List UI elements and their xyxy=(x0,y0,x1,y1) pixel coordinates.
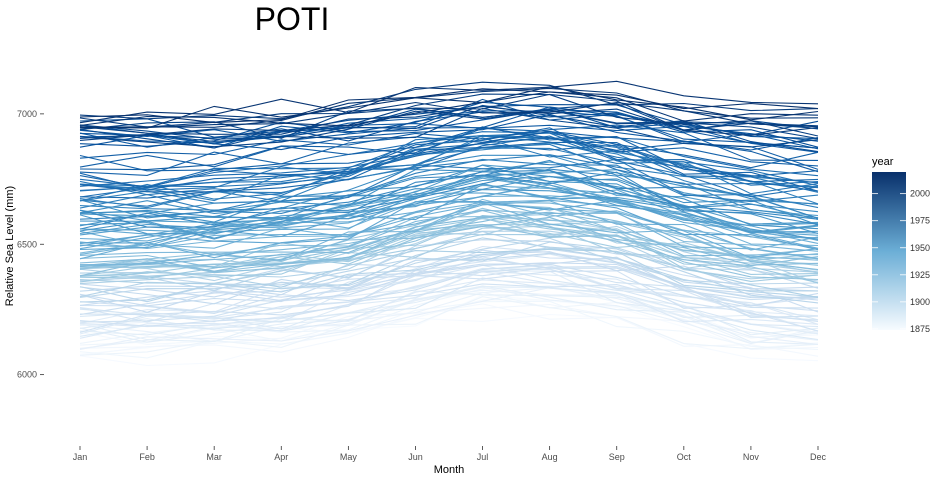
legend-tick-label: 1975 xyxy=(910,216,930,226)
series-line xyxy=(79,159,819,220)
legend-tick-label: 1950 xyxy=(910,243,930,253)
y-tick-label: 6000 xyxy=(17,370,37,380)
series-line xyxy=(79,203,819,260)
series-line xyxy=(79,184,819,251)
series-line xyxy=(79,87,819,128)
series-line xyxy=(79,124,819,161)
series-line xyxy=(79,263,819,314)
series-line xyxy=(79,209,819,266)
series-line xyxy=(79,175,819,240)
series-line xyxy=(79,81,819,120)
series-line xyxy=(79,207,819,271)
x-tick-label: Oct xyxy=(677,452,692,462)
legend-tick-label: 1875 xyxy=(910,324,930,334)
series-line xyxy=(79,154,819,209)
series-line xyxy=(79,136,819,189)
x-tick-label: Aug xyxy=(542,452,558,462)
year-legend: year 1875 1900 1925 1950 1975 2000 xyxy=(872,156,930,334)
series-line xyxy=(79,303,819,357)
series-line xyxy=(79,287,819,350)
y-tick-label: 6500 xyxy=(17,239,37,249)
x-tick-label: Dec xyxy=(810,452,827,462)
series-line xyxy=(79,158,819,207)
series-line xyxy=(79,127,819,191)
x-tick-label: Nov xyxy=(743,452,760,462)
series-line xyxy=(79,256,819,307)
series-line xyxy=(79,93,819,136)
legend-tick-label: 1900 xyxy=(910,297,930,307)
series-line xyxy=(79,107,819,148)
legend-tick-label: 2000 xyxy=(910,189,930,199)
series-line xyxy=(79,143,819,199)
series-line xyxy=(79,169,819,220)
x-tick-label: Jul xyxy=(477,452,489,462)
x-tick-label: Feb xyxy=(139,452,155,462)
series-line xyxy=(79,105,819,135)
series-line xyxy=(79,107,819,139)
series-line xyxy=(79,175,819,232)
series-line xyxy=(79,135,819,198)
chart-title: POTI xyxy=(255,1,330,37)
series-line xyxy=(79,279,819,339)
series-line xyxy=(79,127,819,172)
x-tick-label: May xyxy=(340,452,358,462)
series-line xyxy=(79,86,819,129)
series-line xyxy=(79,169,819,227)
y-tick-label: 7000 xyxy=(17,109,37,119)
x-axis-title: Month xyxy=(434,464,465,476)
series-line xyxy=(79,91,819,127)
legend-title: year xyxy=(872,156,894,168)
series-line xyxy=(79,296,819,356)
series-line xyxy=(79,168,819,218)
series-line xyxy=(79,200,819,251)
series-line xyxy=(79,181,819,245)
x-tick-label: Apr xyxy=(274,452,288,462)
series-line xyxy=(79,201,819,260)
series-line xyxy=(79,80,819,124)
series-line xyxy=(79,202,819,268)
series-line xyxy=(79,247,819,303)
series-line xyxy=(79,154,819,219)
x-axis: Jan Feb Mar Apr May Jun Jul Aug Sep Oct Nov Dec xyxy=(73,446,827,462)
series-line xyxy=(79,176,819,235)
series-line xyxy=(79,270,819,327)
series-line xyxy=(79,225,819,284)
series-line xyxy=(79,164,819,226)
series-line xyxy=(79,237,819,298)
series-line xyxy=(79,228,819,274)
series-lines xyxy=(79,80,819,367)
x-tick-label: Mar xyxy=(206,452,222,462)
series-line xyxy=(79,131,819,173)
y-axis: 6000 6500 7000 xyxy=(17,109,44,380)
x-tick-label: Jan xyxy=(73,452,88,462)
series-line xyxy=(79,300,819,359)
legend-colorbar xyxy=(872,172,906,330)
series-line xyxy=(79,217,819,283)
series-line xyxy=(79,198,819,256)
series-line xyxy=(79,251,819,298)
series-line xyxy=(79,283,819,333)
series-line xyxy=(79,277,819,341)
series-line xyxy=(79,210,819,277)
x-tick-label: Jun xyxy=(408,452,423,462)
series-line xyxy=(79,106,819,150)
series-line xyxy=(79,88,819,124)
y-axis-title: Relative Sea Level (mm) xyxy=(4,186,16,306)
series-line xyxy=(79,131,819,176)
series-line xyxy=(79,231,819,291)
x-tick-label: Sep xyxy=(609,452,625,462)
series-line xyxy=(79,216,819,272)
legend-tick-label: 1925 xyxy=(910,270,930,280)
